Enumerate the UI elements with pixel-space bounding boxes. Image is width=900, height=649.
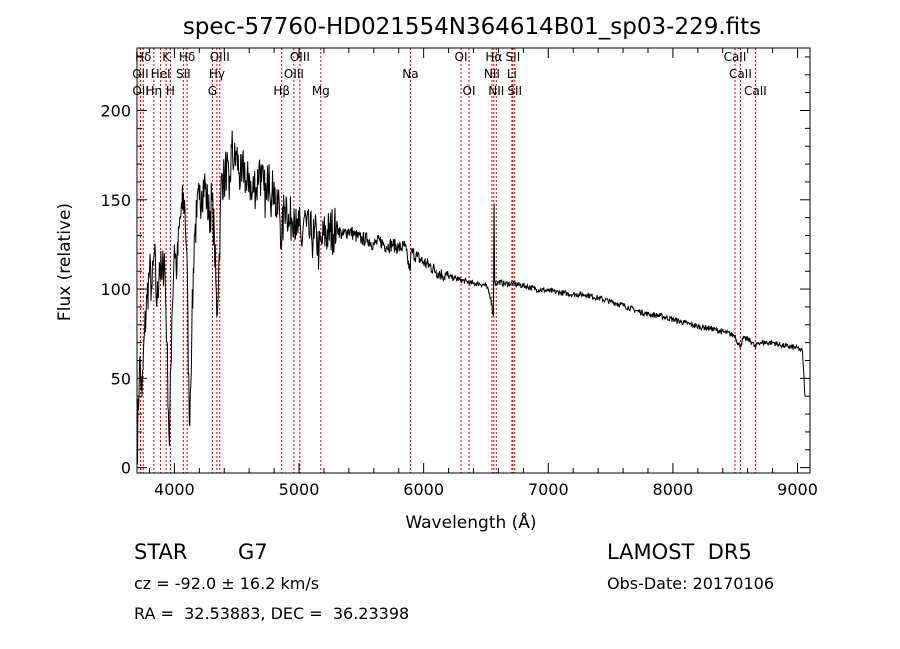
line-label: Hδ: [179, 50, 195, 64]
line-label: Hγ: [209, 67, 225, 81]
object-class: STAR: [134, 540, 188, 564]
line-label: G: [208, 84, 217, 98]
line-label: OII: [132, 67, 149, 81]
x-tick-label: 7000: [528, 480, 569, 499]
line-label: Hδ: [135, 50, 151, 64]
y-tick-label: 150: [100, 191, 131, 210]
plot-frame: [136, 47, 811, 474]
x-axis: 4000 5000 6000 7000 8000 9000: [148, 48, 818, 499]
line-label: H: [166, 84, 175, 98]
chart-title: spec-57760-HD021554N364614B01_sp03-229.f…: [183, 14, 761, 40]
ra-dec-coordinates: RA = 32.53883, DEC = 36.23398: [134, 604, 410, 623]
line-label: SII: [176, 67, 191, 81]
line-label: Mg: [312, 84, 330, 98]
redshift-velocity: cz = -92.0 ± 16.2 km/s: [134, 574, 320, 593]
spectral-line-labels: HδOIIOIIHηHeIKHSIIHδGHγOIIIHβOIIIOIIIMgN…: [132, 50, 767, 98]
y-tick-label: 50: [111, 369, 131, 388]
line-label: CaII: [724, 50, 747, 64]
line-label: Hα: [485, 50, 502, 64]
line-label: OII: [132, 84, 149, 98]
x-tick-label: 9000: [777, 480, 818, 499]
x-tick-label: 5000: [279, 480, 320, 499]
y-tick-label: 0: [121, 459, 131, 478]
line-label: Hβ: [273, 84, 290, 98]
line-label: NII: [488, 84, 504, 98]
spectral-line-markers: [139, 48, 756, 473]
survey-name: LAMOST DR5: [607, 540, 752, 564]
line-label: K: [162, 50, 171, 64]
y-axis-label: Flux (relative): [55, 203, 75, 321]
flux-line: [136, 130, 806, 465]
line-label: CaII: [744, 84, 767, 98]
line-label: OI: [463, 84, 476, 98]
line-label: SII: [506, 50, 521, 64]
x-tick-label: 4000: [154, 480, 195, 499]
line-label: OIII: [290, 50, 310, 64]
line-label: Hη: [146, 84, 163, 98]
line-label: NII: [484, 67, 500, 81]
line-label: OI: [455, 50, 468, 64]
line-label: Li: [507, 67, 517, 81]
line-label: OIII: [210, 50, 230, 64]
y-tick-label: 100: [100, 280, 131, 299]
line-label: SII: [507, 84, 522, 98]
observation-date: Obs-Date: 20170106: [607, 574, 775, 593]
object-subclass: G7: [238, 540, 268, 564]
line-label: HeI: [151, 67, 171, 81]
line-label: OIII: [284, 67, 304, 81]
x-tick-label: 8000: [653, 480, 694, 499]
x-axis-label: Wavelength (Å): [405, 511, 536, 533]
y-axis: 0 50 100 150 200: [100, 56, 810, 478]
x-tick-label: 6000: [403, 480, 444, 499]
y-tick-label: 200: [100, 102, 131, 121]
line-label: Na: [402, 67, 418, 81]
line-label: CaII: [729, 67, 752, 81]
